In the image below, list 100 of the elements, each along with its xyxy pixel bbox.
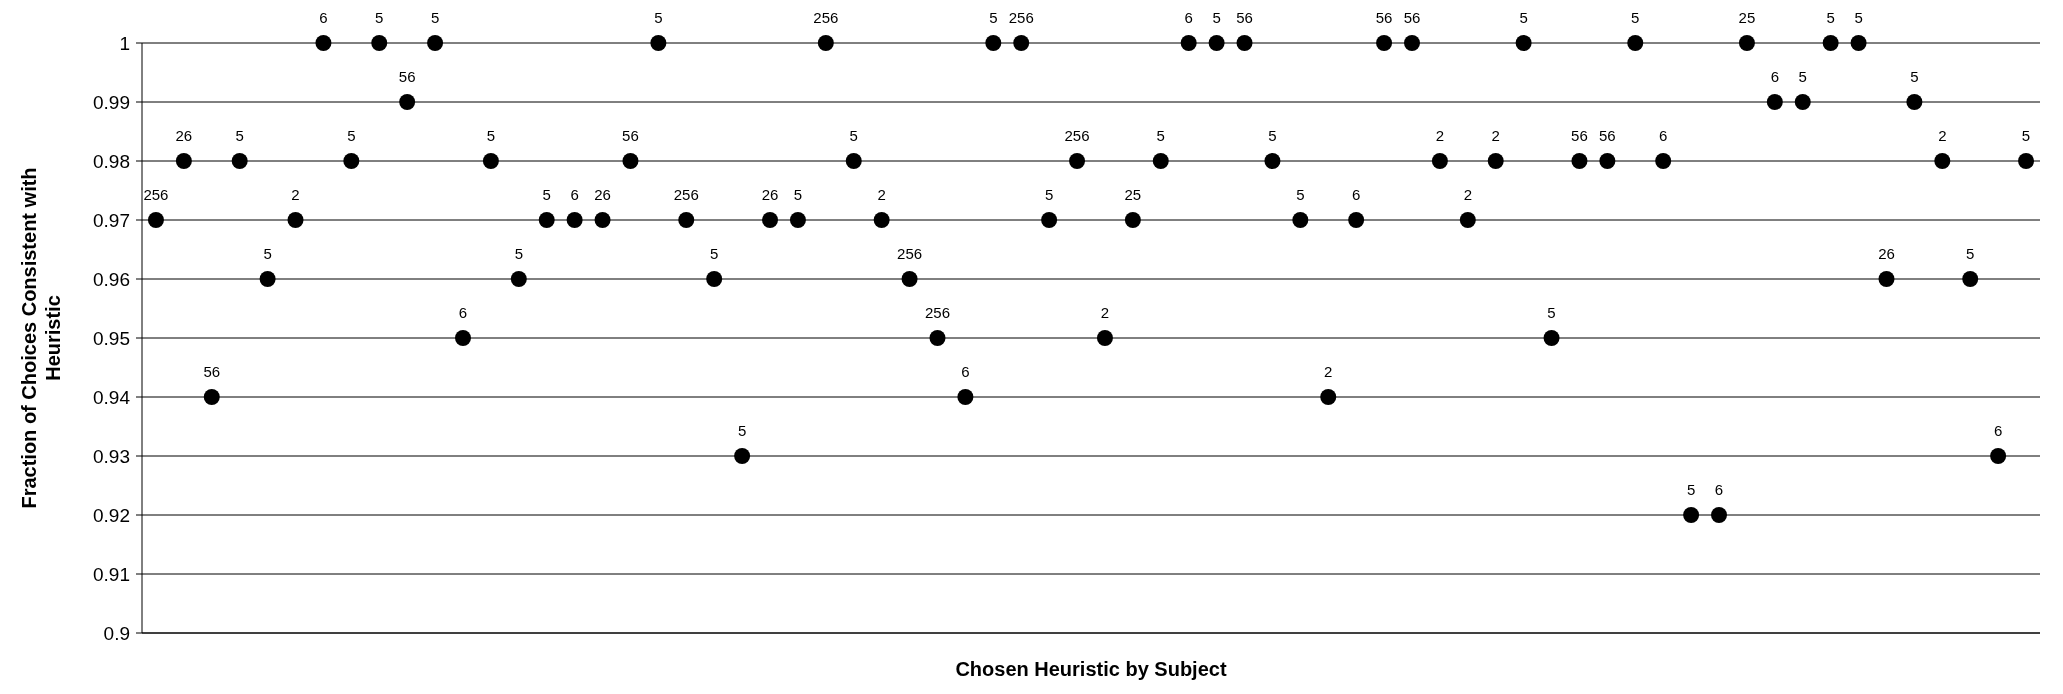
y-tick-label: 0.99 (93, 91, 130, 113)
text: 5 (1156, 127, 1165, 144)
point (287, 212, 304, 228)
text: 6 (319, 9, 328, 26)
point (678, 212, 695, 228)
point (371, 35, 388, 51)
point (929, 330, 946, 346)
text: 5 (263, 245, 272, 262)
point (1208, 35, 1225, 51)
point (566, 212, 583, 228)
x-axis-title: Chosen Heuristic by Subject (955, 658, 1227, 680)
text: 26 (594, 186, 611, 203)
point (482, 153, 499, 169)
text: 5 (849, 127, 858, 144)
point (1180, 35, 1197, 51)
text: 2 (877, 186, 886, 203)
point (1459, 212, 1476, 228)
text: 5 (1044, 186, 1054, 203)
text: 5 (2021, 127, 2031, 144)
text: 2 (1324, 363, 1333, 380)
y-tick-label: 0.95 (93, 327, 130, 349)
point (1403, 35, 1420, 51)
point (873, 212, 890, 228)
point (1320, 389, 1337, 405)
y-tick-label: 0.93 (93, 445, 130, 467)
text: 5 (1854, 9, 1863, 26)
text: 6 (458, 304, 468, 321)
text: 56 (203, 363, 221, 380)
series-label: 5 (654, 9, 663, 26)
text: 256 (673, 186, 699, 203)
point (1152, 153, 1169, 169)
text: 25 (1738, 9, 1756, 26)
point (706, 271, 723, 287)
point (622, 153, 639, 169)
point (1766, 94, 1783, 110)
y-axis-title: Fraction of Choices Consistent with Heuristic (18, 167, 64, 509)
text: 6 (1770, 68, 1780, 85)
text: 256 (813, 9, 839, 26)
text: 5 (1798, 68, 1807, 85)
point (1738, 35, 1755, 51)
text: 2 (1435, 127, 1445, 144)
point (1571, 153, 1588, 169)
point (817, 35, 834, 51)
text: 2 (1100, 304, 1110, 321)
text: 5 (1296, 186, 1305, 203)
text: 5 (430, 9, 440, 26)
series-label: 2 (1463, 186, 1472, 203)
text: 5 (514, 245, 523, 262)
point (510, 271, 527, 287)
point (1794, 94, 1811, 110)
text: 5 (375, 9, 384, 26)
text: 2 (1938, 127, 1947, 144)
point (1292, 212, 1309, 228)
text: 6 (961, 363, 970, 380)
point (1543, 330, 1560, 346)
point (203, 389, 220, 405)
point (901, 271, 918, 287)
text: 6 (1184, 9, 1193, 26)
text: 6 (1659, 127, 1668, 144)
point (845, 153, 862, 169)
point (1041, 212, 1058, 228)
point (454, 330, 471, 346)
point (399, 94, 416, 110)
text: 2 (1491, 127, 1500, 144)
text: 256 (1008, 9, 1034, 26)
point (1124, 212, 1141, 228)
text: 5 (235, 127, 244, 144)
y-tick-label: 1 (119, 32, 130, 54)
text: 5 (1519, 9, 1528, 26)
text: 256 (897, 245, 923, 262)
text: 5 (347, 127, 356, 144)
point (1655, 153, 1672, 169)
point (1236, 35, 1253, 51)
text: 56 (1236, 9, 1253, 26)
point (1990, 448, 2007, 464)
point (734, 448, 751, 464)
point (1096, 330, 1113, 346)
text: 5 (1268, 127, 1277, 144)
text: 56 (622, 127, 639, 144)
text: 5 (989, 9, 998, 26)
text: 256 (143, 186, 169, 203)
series-label: 256 (1064, 127, 1090, 144)
text: 5 (1212, 9, 1221, 26)
point (2018, 153, 2035, 169)
text: 5 (1966, 245, 1975, 262)
y-tick-label: 0.96 (93, 268, 130, 290)
point (538, 212, 555, 228)
point (1487, 153, 1504, 169)
y-tick-label: 0.9 (103, 622, 130, 644)
point (650, 35, 667, 51)
point (1822, 35, 1839, 51)
point (1013, 35, 1030, 51)
point (427, 35, 444, 51)
point (1348, 212, 1365, 228)
point (1683, 507, 1700, 523)
series-label: 56 (1571, 127, 1588, 144)
text: 56 (1403, 9, 1421, 26)
y-tick-label: 0.92 (93, 504, 130, 526)
point (1627, 35, 1644, 51)
y-tick-label: 0.91 (93, 563, 130, 585)
